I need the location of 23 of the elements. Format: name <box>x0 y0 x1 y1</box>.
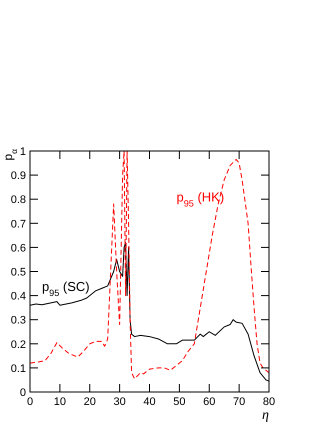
y-tick-label: 0.7 <box>10 218 26 230</box>
x-tick-label: 40 <box>143 396 156 408</box>
y-tick-label: 0.1 <box>10 362 26 375</box>
x-tick-label: 30 <box>114 396 126 408</box>
y-tick-label: 0.8 <box>10 194 26 206</box>
y-tick-label: 0.9 <box>10 170 26 182</box>
x-tick-label: 60 <box>203 396 216 408</box>
y-tick-label: 1 <box>20 146 26 158</box>
x-tick-label: 80 <box>262 396 276 408</box>
series-label: p$_{95}$ (HK) <box>176 190 224 209</box>
x-tick-label: 50 <box>173 396 186 408</box>
x-axis-title: η <box>262 408 270 423</box>
x-tick-label: 10 <box>54 396 66 408</box>
x-tick-label: 20 <box>84 396 96 408</box>
x-tick-label: 70 <box>233 396 246 408</box>
y-tick-label: 0.6 <box>10 242 26 254</box>
y-tick-label: 0.4 <box>10 290 26 303</box>
line-series <box>30 150 270 380</box>
y-tick-label: 0 <box>20 387 26 399</box>
y-tick-label: 0.5 <box>10 266 26 278</box>
y-tick-label: 0.3 <box>10 314 26 327</box>
series-label: p$_{95}$ (SC) <box>42 278 90 298</box>
y-tick-label: 0.2 <box>10 338 26 351</box>
